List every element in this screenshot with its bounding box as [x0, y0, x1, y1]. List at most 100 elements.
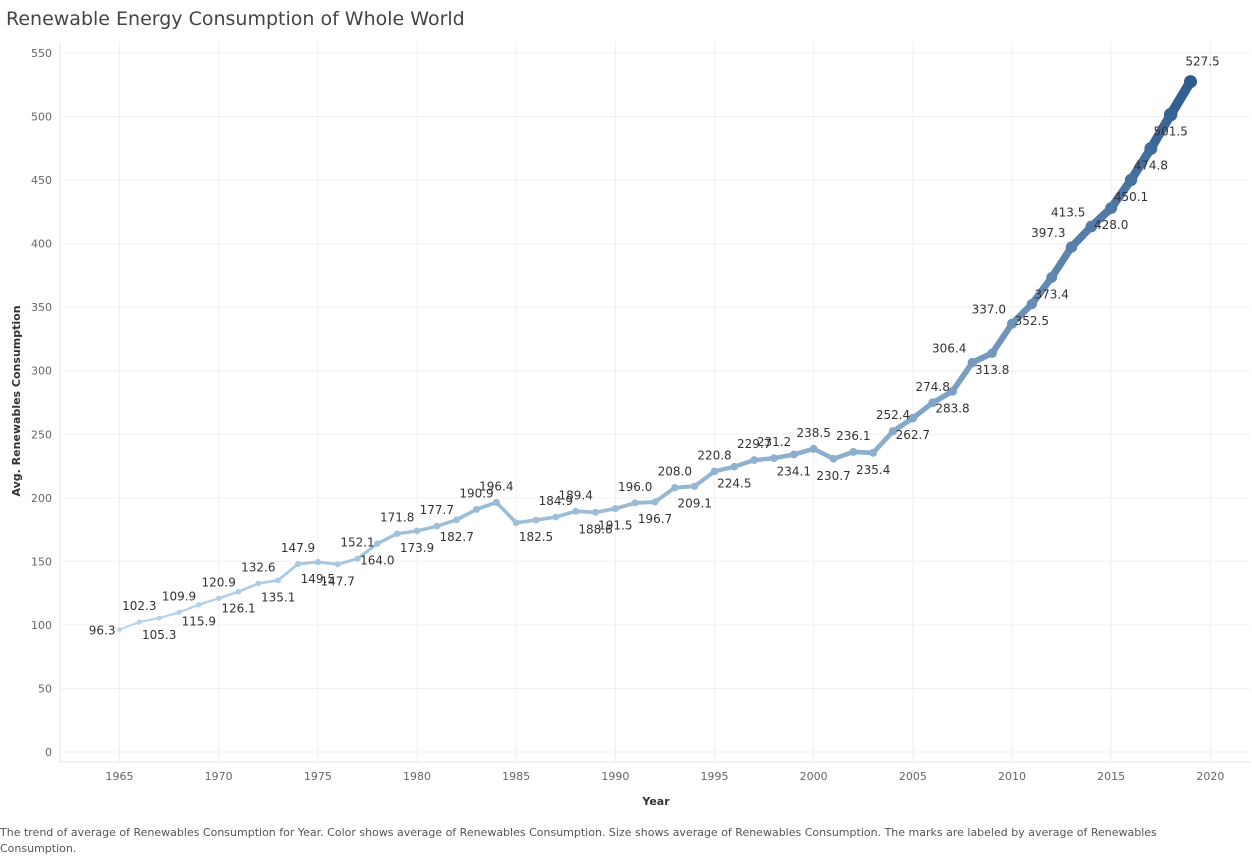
data-point[interactable]: [215, 595, 222, 602]
data-point[interactable]: [473, 505, 480, 513]
data-label: 230.7: [816, 469, 850, 483]
data-point[interactable]: [1026, 298, 1038, 310]
line-segment: [870, 428, 896, 456]
y-tick-label: 500: [31, 111, 52, 124]
data-point[interactable]: [393, 530, 401, 537]
data-point[interactable]: [314, 558, 321, 566]
grid: [59, 42, 1250, 763]
data-label: 115.9: [182, 615, 216, 629]
data-label: 126.1: [221, 602, 255, 616]
data-label: 235.4: [856, 463, 890, 477]
data-label: 147.7: [320, 574, 354, 588]
x-tick-label: 1995: [701, 770, 729, 783]
data-point[interactable]: [730, 462, 739, 471]
data-point[interactable]: [275, 577, 282, 584]
x-tick-label: 1970: [205, 770, 233, 783]
data-point[interactable]: [255, 580, 262, 587]
chart-title: Renewable Energy Consumption of Whole Wo…: [6, 8, 465, 30]
data-label: 231.2: [757, 435, 791, 449]
data-point[interactable]: [631, 499, 639, 507]
data-point[interactable]: [651, 498, 659, 506]
x-tick-label: 1980: [403, 770, 431, 783]
data-point[interactable]: [552, 513, 560, 521]
x-tick-label: 2000: [800, 770, 828, 783]
data-point[interactable]: [117, 627, 122, 633]
data-point[interactable]: [967, 357, 978, 368]
data-point[interactable]: [1124, 173, 1138, 187]
data-label: 413.5: [1051, 205, 1085, 219]
data-point[interactable]: [235, 588, 242, 595]
data-label: 135.1: [261, 590, 295, 604]
data-point[interactable]: [156, 615, 162, 621]
data-point[interactable]: [987, 348, 997, 358]
data-point[interactable]: [1006, 318, 1018, 329]
data-point[interactable]: [690, 482, 699, 490]
data-label: 208.0: [658, 465, 692, 479]
data-point[interactable]: [710, 467, 719, 476]
data-point[interactable]: [750, 456, 759, 464]
data-point[interactable]: [948, 386, 957, 396]
y-tick-label: 550: [31, 47, 52, 60]
data-label: 262.7: [896, 428, 930, 442]
data-point[interactable]: [869, 448, 878, 457]
data-point[interactable]: [1085, 220, 1098, 233]
data-point[interactable]: [334, 561, 341, 568]
data-point[interactable]: [908, 413, 918, 423]
line-segment: [177, 603, 200, 614]
data-label: 313.8: [975, 363, 1009, 377]
data-label: 428.0: [1094, 218, 1128, 232]
data-point[interactable]: [770, 454, 778, 463]
x-tick-label: 2005: [899, 770, 927, 783]
data-point[interactable]: [1105, 202, 1118, 215]
y-tick-label: 350: [31, 301, 52, 314]
data-labels: 96.3 102.3 105.3 109.9 115.9 120.9 126.1 132.6 1…: [89, 55, 1220, 643]
data-point[interactable]: [572, 507, 580, 515]
line-segment: [949, 359, 976, 395]
line-segment: [336, 557, 359, 566]
data-point[interactable]: [1046, 272, 1058, 283]
data-point[interactable]: [294, 560, 302, 568]
data-point[interactable]: [136, 619, 142, 625]
data-point[interactable]: [176, 609, 182, 615]
data-point[interactable]: [453, 516, 461, 524]
data-label: 283.8: [935, 401, 969, 415]
line-segment: [316, 560, 340, 566]
line-segment: [653, 485, 677, 504]
data-point[interactable]: [433, 522, 441, 530]
data-point[interactable]: [1144, 142, 1158, 156]
data-point[interactable]: [196, 601, 202, 608]
data-point[interactable]: [928, 398, 938, 408]
x-tick-label: 1965: [106, 770, 134, 783]
x-tick-label: 2010: [998, 770, 1026, 783]
data-label: 102.3: [122, 599, 156, 613]
data-label: 109.9: [162, 589, 196, 603]
data-point[interactable]: [413, 527, 421, 535]
data-point[interactable]: [1163, 107, 1178, 122]
data-point[interactable]: [789, 450, 798, 459]
data-label: 182.5: [519, 530, 553, 544]
line-segment: [989, 320, 1016, 357]
data-point[interactable]: [849, 447, 858, 456]
data-label: 132.6: [241, 560, 275, 574]
data-point[interactable]: [492, 498, 500, 506]
line-segment: [197, 597, 220, 606]
line-segment: [415, 524, 439, 533]
data-point[interactable]: [1065, 241, 1078, 253]
data-label: 450.1: [1114, 190, 1148, 204]
data-point[interactable]: [829, 454, 838, 463]
data-point[interactable]: [671, 483, 679, 492]
data-point[interactable]: [1184, 75, 1197, 89]
line-segment: [494, 500, 519, 525]
data-label: 252.4: [876, 408, 910, 422]
data-point[interactable]: [611, 505, 619, 513]
data-label: 152.1: [340, 536, 374, 550]
data-point[interactable]: [374, 540, 381, 547]
data-point[interactable]: [592, 508, 599, 516]
data-point[interactable]: [512, 519, 520, 527]
data-point[interactable]: [809, 444, 818, 453]
data-point[interactable]: [532, 516, 540, 524]
data-point[interactable]: [888, 427, 898, 436]
data-label: 274.8: [915, 380, 949, 394]
data-point[interactable]: [354, 555, 361, 562]
data-label: 220.8: [697, 448, 731, 462]
